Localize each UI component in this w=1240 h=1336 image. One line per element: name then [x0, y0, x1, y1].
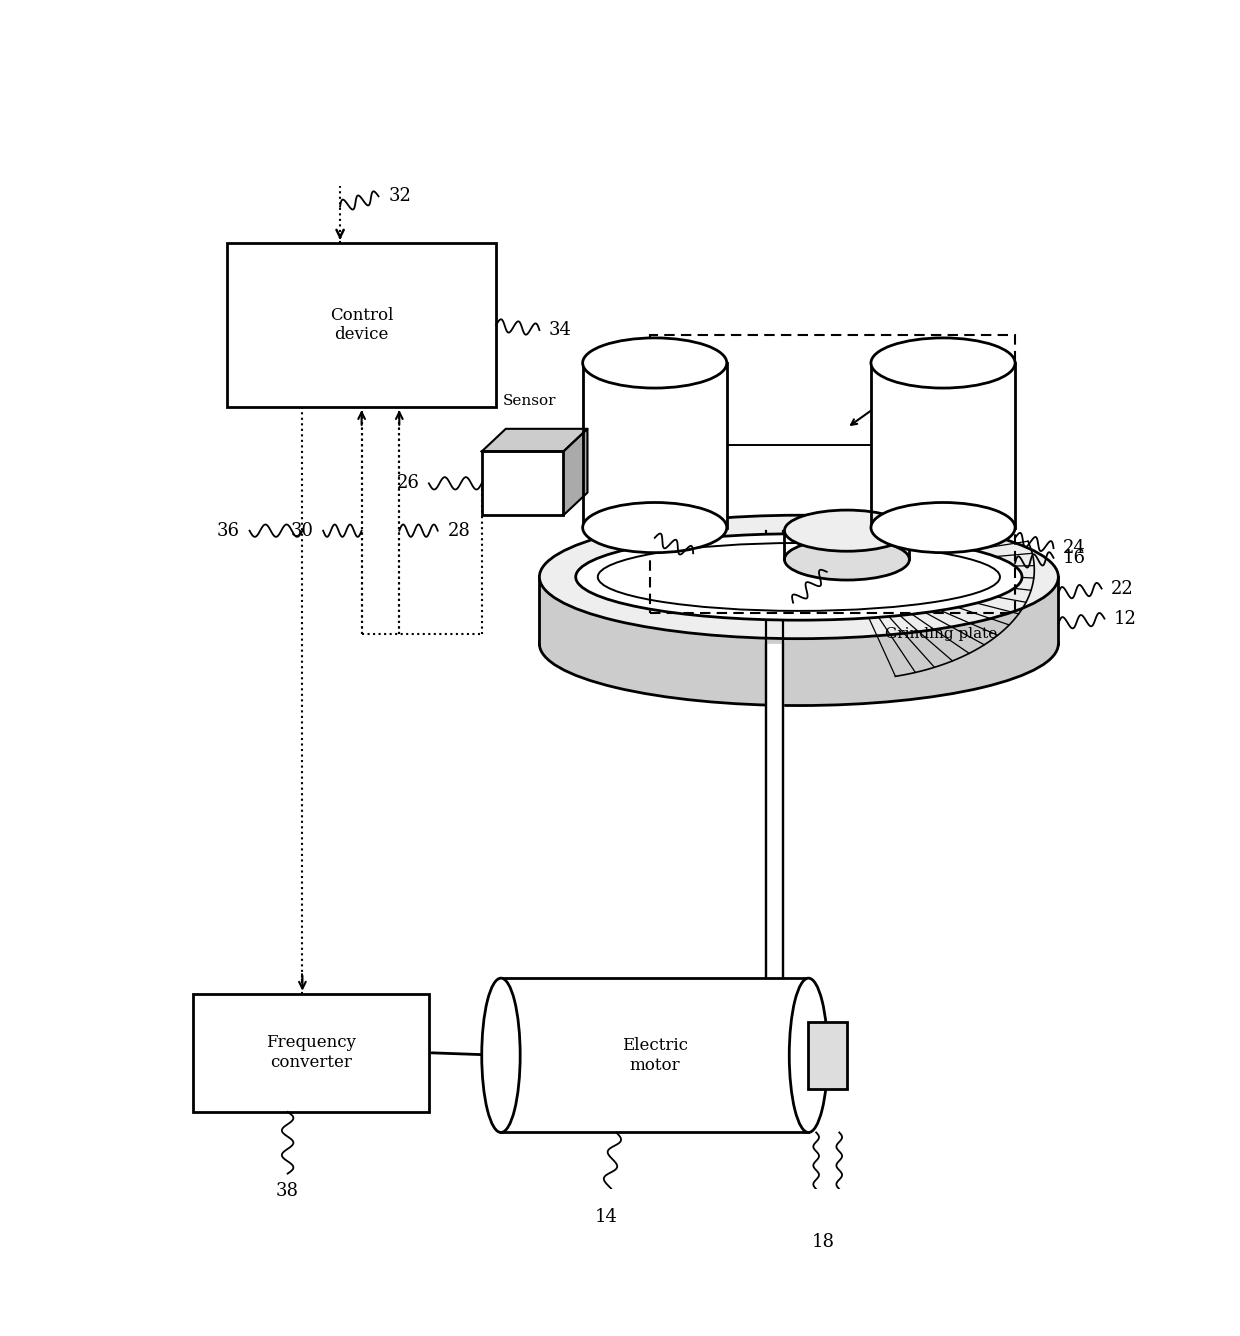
- FancyBboxPatch shape: [193, 994, 429, 1112]
- Text: 10: 10: [924, 353, 947, 370]
- Text: 24: 24: [703, 544, 725, 562]
- Text: Sensor: Sensor: [503, 394, 557, 409]
- FancyBboxPatch shape: [501, 978, 808, 1133]
- Text: Electric
motor: Electric motor: [621, 1037, 688, 1074]
- Polygon shape: [583, 363, 727, 528]
- Text: 24: 24: [1063, 540, 1086, 557]
- Text: 12: 12: [1114, 609, 1137, 628]
- Ellipse shape: [870, 502, 1016, 553]
- Text: 32: 32: [388, 187, 410, 206]
- Text: 18: 18: [811, 1233, 835, 1252]
- Text: 14: 14: [595, 1208, 618, 1225]
- Ellipse shape: [575, 534, 1022, 620]
- Ellipse shape: [539, 516, 1059, 639]
- Polygon shape: [870, 363, 1016, 528]
- Ellipse shape: [481, 978, 521, 1133]
- Text: 36: 36: [217, 521, 241, 540]
- FancyBboxPatch shape: [227, 243, 496, 407]
- Text: Grinding plate: Grinding plate: [885, 627, 998, 641]
- Text: Frequency
converter: Frequency converter: [267, 1034, 356, 1071]
- Ellipse shape: [583, 502, 727, 553]
- Text: 30: 30: [290, 521, 314, 540]
- Text: 20: 20: [836, 562, 859, 581]
- Text: 22: 22: [1111, 580, 1133, 597]
- FancyBboxPatch shape: [808, 1022, 847, 1089]
- Polygon shape: [481, 429, 588, 452]
- FancyBboxPatch shape: [481, 452, 563, 516]
- Polygon shape: [785, 530, 909, 560]
- Ellipse shape: [785, 538, 909, 580]
- Text: 38: 38: [277, 1182, 299, 1200]
- Ellipse shape: [598, 542, 999, 611]
- Ellipse shape: [785, 510, 909, 552]
- Ellipse shape: [583, 338, 727, 387]
- Text: 16: 16: [1063, 549, 1086, 566]
- Ellipse shape: [539, 582, 1059, 705]
- Text: Control
device: Control device: [330, 307, 393, 343]
- Text: 26: 26: [397, 474, 419, 493]
- Text: 28: 28: [448, 521, 470, 540]
- Ellipse shape: [789, 978, 828, 1133]
- Polygon shape: [539, 577, 1059, 644]
- Ellipse shape: [870, 338, 1016, 387]
- Polygon shape: [563, 429, 588, 516]
- Text: 34: 34: [549, 321, 572, 339]
